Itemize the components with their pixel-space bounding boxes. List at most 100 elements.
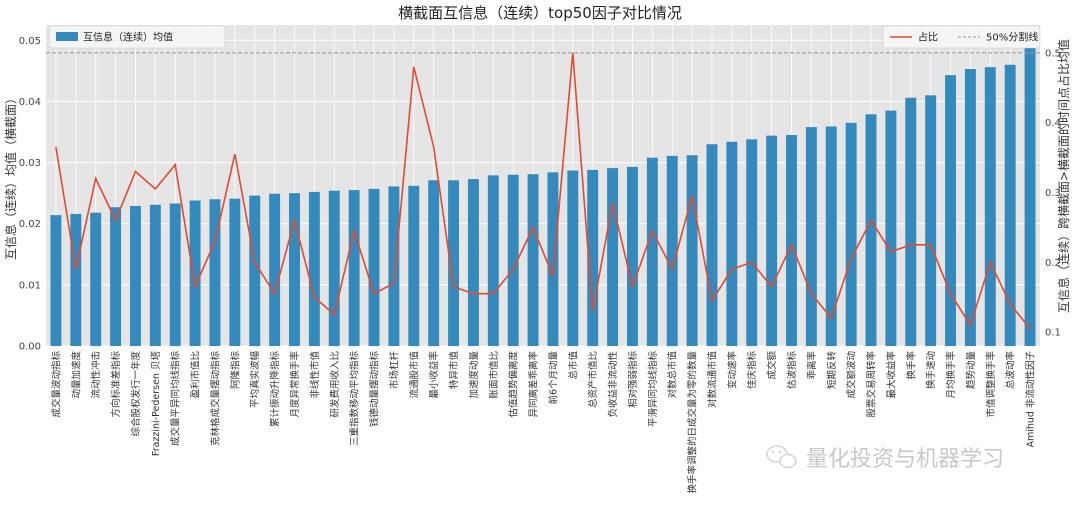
bar-23 — [487, 175, 499, 346]
legend-hline-label: 50%分割线 — [986, 31, 1038, 44]
category-label: 加速度动量 — [468, 351, 480, 399]
category-label: 流动性冲击 — [90, 351, 102, 399]
category-label: 盈利市值比 — [190, 351, 202, 399]
category-label: 阿隆指标 — [229, 351, 241, 390]
bar-38 — [786, 135, 797, 346]
category-label: 市值调整换手率 — [985, 351, 997, 418]
bar-41 — [845, 122, 857, 346]
category-label: 成交量平异同均线指标 — [170, 351, 182, 447]
category-label: 最小收益率 — [428, 351, 440, 399]
category-label: 市场杠杆 — [388, 351, 400, 390]
category-label: 三重指数移动平均指标 — [349, 351, 361, 447]
y-axis-label: 互信息（连续）均值（横截面） — [3, 92, 18, 260]
category-label: 综合股权发行一年度 — [130, 351, 142, 437]
bar-6 — [149, 204, 161, 346]
ratio-line — [55, 52, 1031, 330]
left-axis-ticks: 0.00 0.01 0.02 0.03 0.04 0.05 — [19, 36, 41, 353]
category-label: 对数流通市值 — [706, 351, 718, 409]
y-tick-label: 0.02 — [19, 219, 41, 230]
category-label: 相对强弱指标 — [627, 351, 639, 409]
category-label: 趋势动量 — [965, 351, 977, 390]
y-tick-label: 0.01 — [19, 280, 41, 291]
category-label: 平滑异同均线指标 — [647, 351, 659, 428]
category-label: Frazzini-Pedersen 贝塔 — [150, 351, 162, 457]
category-label: 钱德动量摆动指标 — [369, 351, 381, 428]
bar-2 — [70, 213, 82, 346]
bar-48 — [984, 67, 996, 346]
bar-28 — [587, 169, 599, 346]
category-label: 月均换手率 — [945, 351, 957, 399]
bar-21 — [448, 180, 460, 346]
watermark: 量化投资与机器学习 — [766, 445, 1004, 472]
bar-40 — [825, 126, 837, 346]
category-label: Amihud 非流动性因子 — [1025, 351, 1037, 448]
category-label: 最大收益率 — [885, 351, 897, 399]
legend-line-label: 占比 — [918, 31, 938, 44]
bar-31 — [646, 157, 658, 346]
bar-26 — [547, 172, 559, 346]
category-label: 异同离差乖离率 — [528, 351, 540, 418]
y-tick-label: 0.04 — [19, 97, 41, 108]
chart-title: 横截面互信息（连续）top50因子对比情况 — [398, 4, 682, 22]
bar-34 — [706, 144, 718, 346]
right-axis-ticks: 0.1 0.2 0.3 0.4 0.5 — [1045, 48, 1061, 338]
y-tick-label: 0.00 — [19, 342, 41, 353]
bar-24 — [507, 174, 519, 346]
category-label: 换手速动 — [925, 351, 937, 389]
bar-19 — [408, 185, 420, 346]
bar-13 — [289, 193, 300, 346]
category-label: 流通股市值 — [408, 351, 420, 399]
bar-50 — [1024, 45, 1036, 346]
y2-axis-label: 互信息（连续）跨横截面>横截面的时间点占比均值 — [1056, 39, 1071, 313]
category-label: 乖离率 — [806, 351, 818, 380]
bar-14 — [308, 191, 320, 346]
ratio-series-line — [55, 52, 1031, 330]
bar-7 — [169, 203, 181, 346]
bar-43 — [885, 110, 897, 346]
bar-37 — [766, 135, 778, 346]
bar-22 — [467, 179, 479, 346]
bar-42 — [865, 114, 877, 346]
category-label: 总波动率 — [1005, 351, 1017, 390]
y-tick-label: 0.05 — [19, 36, 41, 47]
bar-10 — [229, 198, 241, 346]
bar-16 — [348, 190, 360, 346]
bar-5 — [129, 205, 141, 346]
y2-tick-label: 0.4 — [1045, 118, 1061, 129]
category-label: 佳庆指标 — [746, 351, 758, 390]
bars — [50, 45, 1036, 346]
bar-12 — [269, 193, 281, 346]
bar-29 — [607, 168, 619, 346]
bar-46 — [945, 75, 957, 346]
bar-32 — [666, 155, 678, 346]
bar-15 — [328, 190, 340, 346]
category-label: 总资产市值比 — [587, 351, 599, 408]
bar-18 — [388, 186, 400, 346]
category-label: 非线性市值 — [309, 351, 321, 399]
bar-33 — [686, 155, 698, 346]
category-label: 换手率调整的日成交量为零的数量 — [687, 351, 699, 494]
bar-45 — [925, 95, 937, 346]
bar-8 — [189, 200, 201, 346]
category-label: 特异市值 — [448, 351, 460, 390]
category-label: 研发费用收入比 — [329, 351, 341, 418]
category-label: 方向标准差指标 — [110, 351, 122, 418]
category-label: 负收益非流动性 — [607, 351, 619, 418]
bar-27 — [567, 170, 579, 346]
bar-44 — [905, 97, 917, 346]
bar-3 — [90, 212, 102, 346]
category-label: 换手率 — [905, 351, 917, 380]
y2-tick-label: 0.3 — [1045, 188, 1061, 199]
bar-20 — [428, 180, 440, 346]
category-label: 总市值 — [567, 351, 579, 380]
category-label: 成交额 — [766, 351, 778, 380]
category-label: 估波指标 — [786, 351, 798, 390]
category-label: 动量加速度 — [70, 351, 82, 399]
category-label: 累计振动升降指标 — [269, 351, 281, 428]
legend-left: 互信息（连续）均值 — [48, 25, 226, 49]
bar-35 — [726, 141, 738, 346]
legend-right: 占比 50%分割线 — [882, 25, 1041, 49]
y2-tick-label: 0.2 — [1045, 258, 1061, 269]
bar-11 — [249, 195, 261, 346]
